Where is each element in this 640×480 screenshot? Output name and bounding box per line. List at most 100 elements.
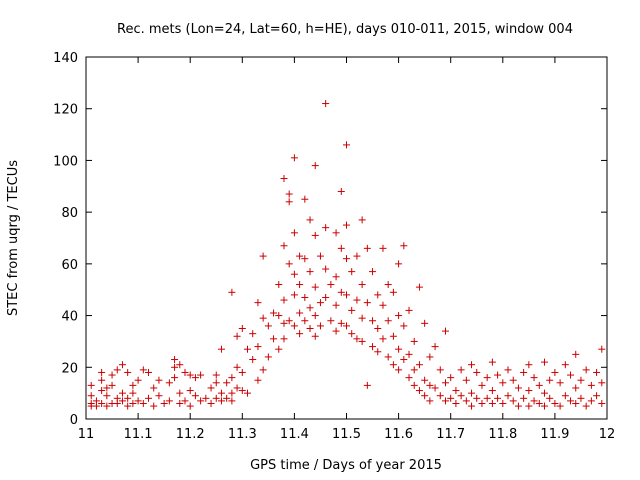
data-point	[290, 322, 298, 330]
data-point	[280, 175, 288, 183]
data-point	[379, 244, 387, 252]
data-point	[238, 387, 246, 395]
data-point	[223, 379, 231, 387]
data-point	[316, 299, 324, 307]
data-point	[306, 216, 314, 224]
data-point	[389, 332, 397, 340]
data-point	[270, 309, 278, 317]
data-point	[598, 345, 606, 353]
data-point	[488, 387, 496, 395]
data-point	[259, 252, 267, 260]
data-point	[468, 402, 476, 410]
data-point	[134, 376, 142, 384]
data-point	[238, 368, 246, 376]
data-point	[98, 399, 106, 407]
data-point	[567, 371, 575, 379]
data-point	[436, 366, 444, 374]
data-point	[452, 399, 460, 407]
data-point	[285, 190, 293, 198]
plot-area	[85, 56, 608, 420]
data-point	[311, 312, 319, 320]
y-axis-tick-labels: 0 20 40 60 80 100 120 140	[53, 51, 78, 428]
data-point	[462, 397, 470, 405]
data-point	[582, 366, 590, 374]
data-point	[509, 397, 517, 405]
data-point	[103, 384, 111, 392]
data-point	[275, 312, 283, 320]
x-tick-label: 11	[78, 427, 95, 442]
data-point	[244, 345, 252, 353]
data-point	[561, 392, 569, 400]
data-point	[238, 325, 246, 332]
data-point	[488, 358, 496, 366]
x-tick-label: 11.7	[436, 427, 465, 442]
data-point	[332, 273, 340, 281]
data-point	[124, 402, 132, 410]
x-tick-label: 11.1	[124, 427, 153, 442]
data-point	[551, 399, 559, 407]
data-point	[327, 281, 335, 289]
data-point	[139, 399, 147, 407]
data-point	[441, 397, 449, 405]
data-point	[353, 335, 361, 343]
data-point	[348, 330, 356, 338]
data-point	[426, 381, 434, 389]
data-point	[186, 402, 194, 410]
y-tick-label: 0	[70, 413, 78, 428]
data-point	[358, 281, 366, 289]
data-point	[556, 379, 564, 387]
data-point	[400, 356, 408, 364]
y-tick-label: 120	[53, 103, 78, 118]
data-point	[494, 394, 502, 402]
data-point	[593, 368, 601, 376]
data-point	[400, 322, 408, 330]
data-point	[426, 353, 434, 361]
data-point	[343, 141, 350, 149]
data-point	[233, 384, 241, 392]
data-point	[254, 343, 262, 351]
data-point	[374, 291, 382, 299]
data-point	[374, 348, 382, 356]
data-point	[473, 394, 481, 402]
data-point	[228, 397, 236, 405]
data-point	[577, 394, 585, 402]
data-point	[280, 242, 288, 250]
data-point	[337, 187, 345, 195]
data-point	[285, 317, 293, 325]
data-point	[87, 381, 95, 389]
axis-ticks	[85, 56, 608, 420]
data-point	[124, 394, 132, 402]
data-point	[441, 327, 449, 335]
x-tick-label: 11.6	[384, 427, 413, 442]
data-point	[561, 361, 569, 369]
y-tick-label: 20	[61, 361, 78, 376]
data-point	[87, 392, 95, 400]
data-point	[567, 397, 575, 405]
data-point	[306, 268, 314, 276]
data-point	[207, 384, 215, 392]
data-point	[176, 399, 184, 407]
data-point	[322, 100, 330, 108]
y-axis-label: STEC from uqrg / TECUs	[6, 160, 21, 316]
data-point	[421, 392, 429, 400]
data-point	[384, 353, 392, 361]
data-point	[348, 306, 356, 314]
data-point	[150, 402, 158, 410]
data-point	[311, 332, 319, 340]
data-point	[191, 392, 199, 400]
data-point	[223, 394, 231, 402]
data-point	[108, 381, 116, 389]
data-point	[343, 291, 350, 299]
data-point	[280, 319, 288, 327]
data-point	[176, 361, 184, 369]
data-point	[499, 399, 507, 407]
data-point	[217, 389, 225, 397]
data-point	[118, 389, 126, 397]
data-point	[530, 397, 538, 405]
data-point	[504, 366, 512, 374]
data-point	[369, 343, 377, 351]
data-point	[290, 154, 298, 162]
data-point	[405, 306, 413, 314]
data-point	[322, 265, 330, 273]
data-point	[118, 361, 126, 369]
